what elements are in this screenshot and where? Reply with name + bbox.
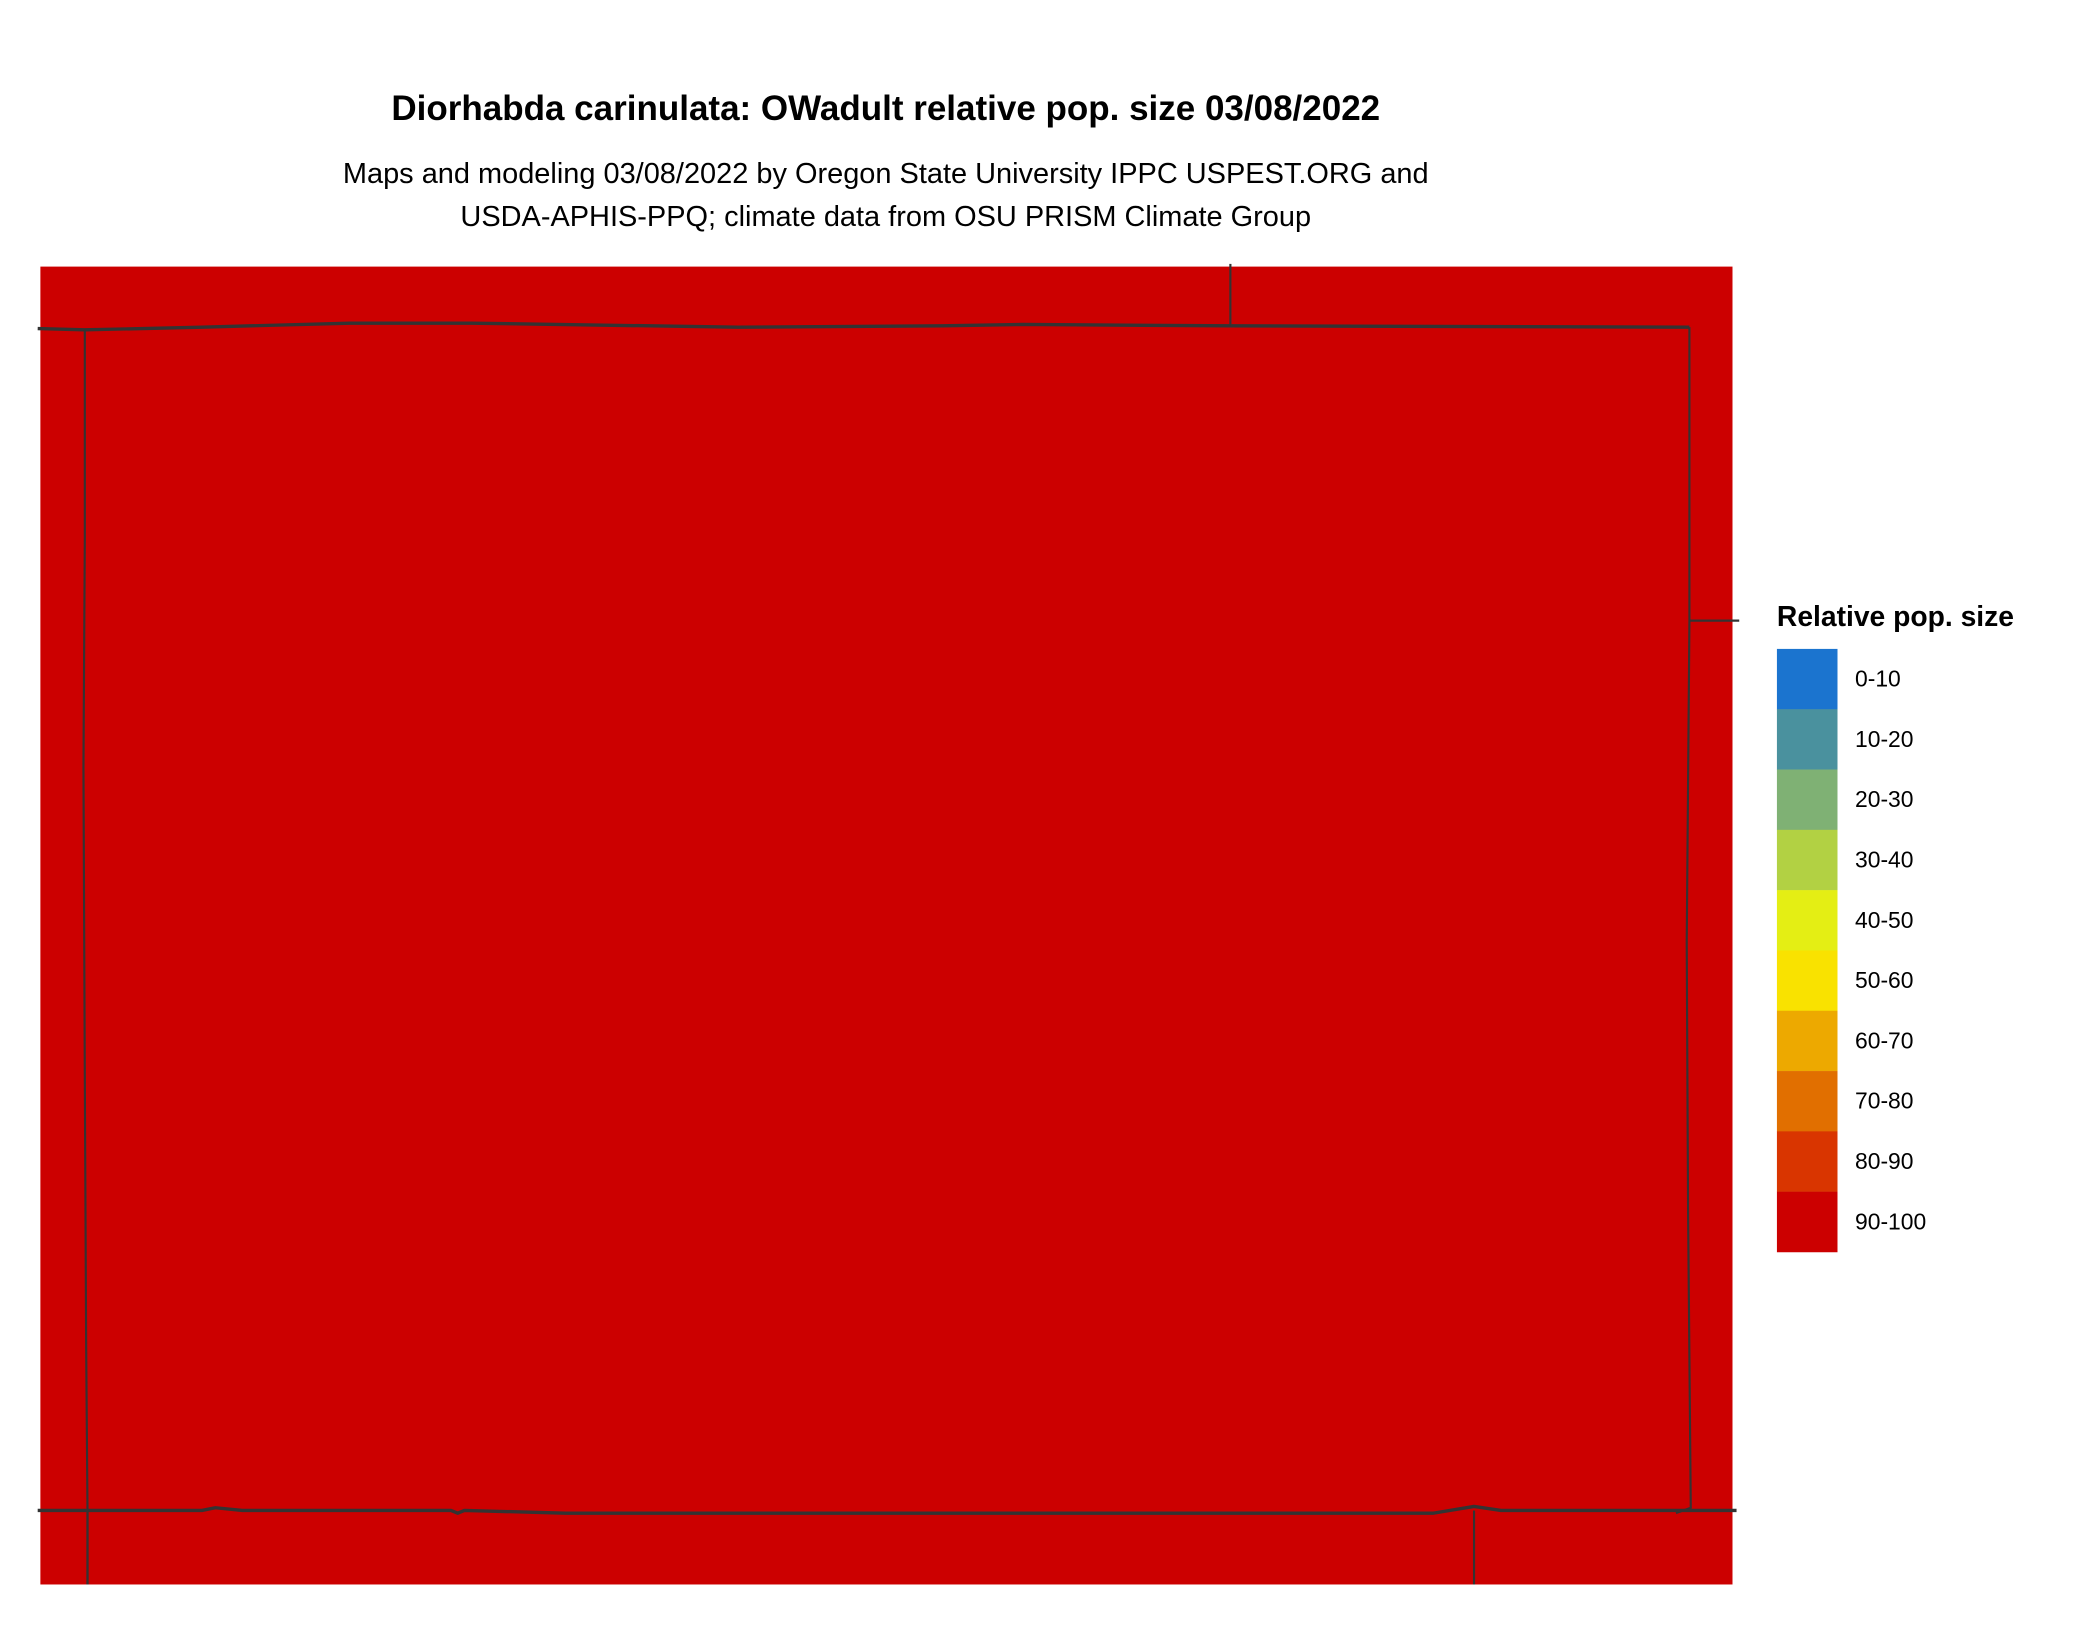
legend-swatch	[1776, 1010, 1838, 1072]
legend-label: 20-30	[1855, 786, 1914, 812]
legend-label: 90-100	[1855, 1208, 1926, 1234]
legend-swatch	[1776, 1131, 1838, 1192]
north-boundary	[37, 321, 1690, 332]
map-title: Diorhabda carinulata: OWadult relative p…	[391, 89, 1380, 128]
subtitle-line-2: USDA-APHIS-PPQ; climate data from OSU PR…	[460, 201, 1311, 233]
legend-label: 40-50	[1855, 907, 1914, 933]
legend-swatch	[1776, 648, 1838, 710]
legend-swatch	[1776, 829, 1838, 891]
legend-swatch	[1776, 1071, 1838, 1132]
legend-label: 10-20	[1855, 726, 1914, 752]
legend-label: 50-60	[1855, 967, 1914, 993]
legend-swatch	[1776, 890, 1838, 951]
legend-swatch	[1776, 769, 1838, 831]
legend-swatch	[1776, 709, 1838, 770]
legend-label: 0-10	[1855, 666, 1901, 692]
legend-title: Relative pop. size	[1777, 600, 2014, 632]
legend: Relative pop. size 0-10 10-20 20-30 30-40 40…	[1776, 600, 2014, 1253]
boundary-lines	[37, 263, 1740, 1585]
legend-label: 80-90	[1855, 1148, 1914, 1174]
legend-swatch	[1776, 1191, 1838, 1253]
map-raster-area	[40, 266, 1733, 1585]
south-boundary	[37, 1504, 1737, 1515]
legend-swatch	[1776, 950, 1838, 1012]
subtitle-line-1: Maps and modeling 03/08/2022 by Oregon S…	[343, 158, 1429, 190]
east-boundary	[1675, 327, 1692, 1515]
legend-label: 60-70	[1855, 1027, 1914, 1053]
legend-label: 30-40	[1855, 847, 1914, 873]
legend-label: 70-80	[1855, 1088, 1914, 1114]
